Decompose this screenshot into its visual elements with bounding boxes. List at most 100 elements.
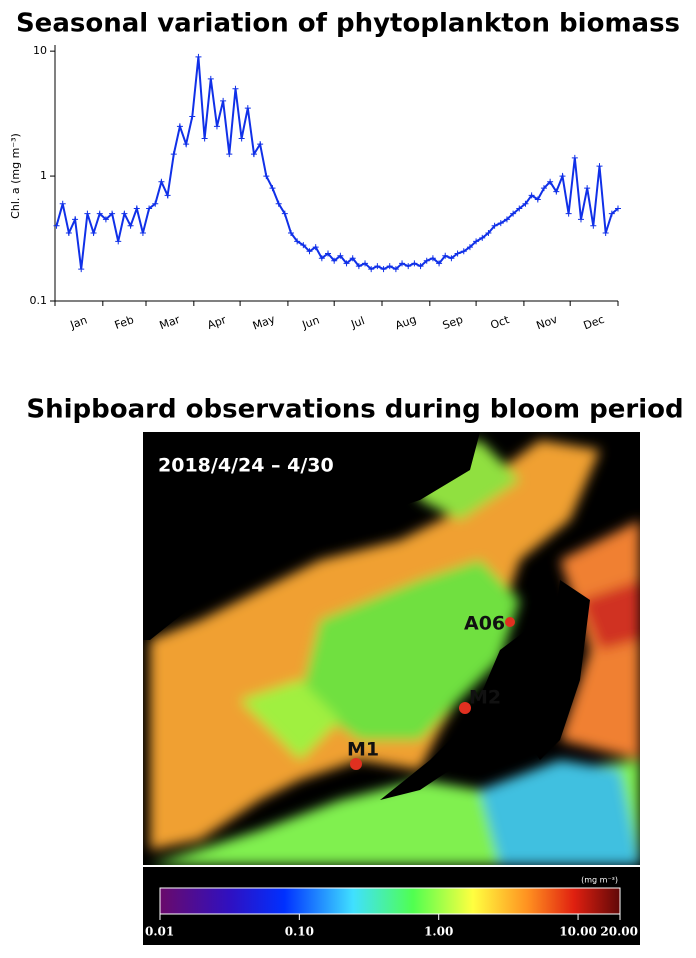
x-tick-label: Oct — [489, 313, 512, 332]
point-marker — [312, 244, 319, 251]
point-marker — [596, 163, 603, 170]
point-marker — [571, 154, 578, 161]
point-marker — [473, 238, 480, 245]
station-marker — [505, 617, 515, 627]
point-marker — [127, 222, 134, 229]
point-marker — [355, 263, 362, 270]
point-marker — [121, 210, 128, 217]
chart-title: Seasonal variation of phytoplankton biom… — [16, 9, 680, 39]
point-marker — [325, 250, 332, 257]
point-marker — [213, 123, 220, 130]
point-marker — [374, 263, 381, 270]
point-marker — [503, 216, 510, 223]
point-marker — [547, 178, 554, 185]
point-marker — [423, 257, 430, 264]
point-marker — [152, 200, 159, 207]
point-marker — [411, 260, 418, 267]
point-marker — [565, 210, 572, 217]
point-marker — [294, 238, 301, 245]
x-tick-label: Jun — [300, 313, 322, 331]
x-tick-label: Apr — [206, 313, 229, 332]
colorbar-tick-label: 1.00 — [424, 925, 453, 939]
point-marker — [269, 185, 276, 192]
point-marker — [510, 210, 517, 217]
point-marker — [479, 234, 486, 241]
y-axis-label: Chl. a (mg m⁻³) — [9, 133, 22, 219]
point-marker — [584, 185, 591, 192]
map-title: Shipboard observations during bloom peri… — [26, 395, 683, 425]
point-marker — [553, 188, 560, 195]
point-marker — [534, 196, 541, 203]
point-marker — [59, 200, 66, 207]
colorbar-tick-label: 20.00 — [600, 925, 638, 939]
point-marker — [102, 216, 109, 223]
point-marker — [189, 113, 196, 120]
point-marker — [608, 210, 615, 217]
point-marker — [287, 230, 294, 237]
point-marker — [362, 260, 369, 267]
point-marker — [53, 222, 60, 229]
point-marker — [349, 255, 356, 262]
point-marker — [115, 238, 122, 245]
x-tick-label: Mar — [158, 313, 182, 332]
point-marker — [226, 151, 233, 158]
point-marker — [522, 200, 529, 207]
data-line — [55, 56, 619, 271]
point-marker — [250, 151, 257, 158]
point-marker — [238, 135, 245, 142]
y-tick-label: 0.1 — [30, 294, 48, 307]
station-label: A06 — [464, 613, 505, 635]
point-marker — [392, 266, 399, 273]
point-marker — [528, 192, 535, 199]
point-marker — [386, 263, 393, 270]
point-marker — [405, 263, 412, 270]
x-tick-label: May — [251, 312, 277, 332]
point-marker — [460, 248, 467, 255]
point-marker — [133, 205, 140, 212]
x-tick-label: Jan — [68, 314, 89, 332]
point-marker — [146, 205, 153, 212]
point-marker — [448, 255, 455, 262]
point-marker — [485, 230, 492, 237]
x-tick-label: Dec — [582, 313, 606, 332]
point-marker — [109, 210, 116, 217]
map — [143, 432, 640, 865]
point-marker — [244, 105, 251, 112]
point-marker — [96, 210, 103, 217]
point-marker — [318, 255, 325, 262]
point-marker — [220, 97, 227, 104]
station-marker — [459, 702, 471, 714]
point-marker — [516, 205, 523, 212]
point-marker — [176, 123, 183, 130]
point-marker — [257, 141, 264, 148]
point-marker — [590, 222, 597, 229]
point-marker — [380, 266, 387, 273]
colorbar — [159, 887, 621, 915]
point-marker — [78, 266, 85, 273]
point-marker — [436, 260, 443, 267]
y-tick-label: 1 — [40, 169, 47, 182]
colorbar-tick-label: 0.01 — [145, 925, 174, 939]
point-marker — [300, 242, 307, 249]
x-tick-label: Aug — [393, 313, 418, 333]
point-marker — [615, 205, 621, 212]
point-marker — [497, 220, 504, 227]
point-marker — [195, 53, 202, 60]
point-marker — [454, 250, 461, 257]
point-marker — [263, 173, 270, 180]
point-marker — [170, 151, 177, 158]
point-marker — [559, 173, 566, 180]
point-marker — [90, 230, 97, 237]
point-marker — [306, 248, 313, 255]
point-marker — [72, 216, 79, 223]
x-tick-label: Jul — [349, 314, 367, 331]
point-marker — [207, 75, 214, 82]
station-label: M2 — [469, 687, 501, 709]
point-marker — [84, 210, 91, 217]
x-tick-label: Feb — [113, 313, 136, 332]
point-marker — [429, 255, 436, 262]
x-tick-label: Sep — [441, 313, 465, 332]
point-marker — [417, 263, 424, 270]
point-marker — [158, 178, 165, 185]
